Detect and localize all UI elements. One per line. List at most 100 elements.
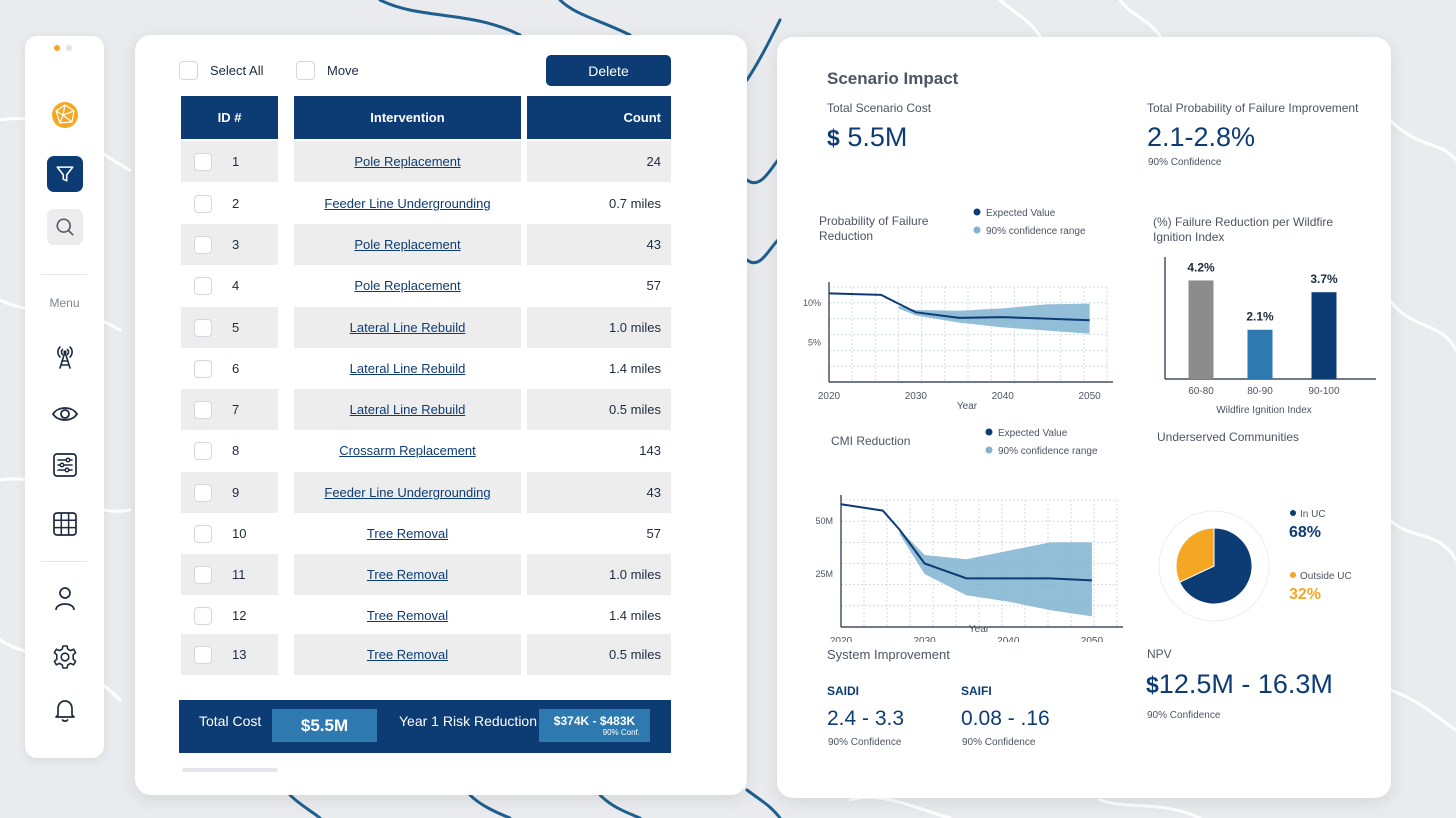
chart-title: CMI Reduction	[831, 434, 910, 448]
id-cell: 1	[181, 141, 278, 182]
table-row[interactable]: 8 Crossarm Replacement 143	[181, 430, 671, 471]
antenna-icon[interactable]	[47, 338, 83, 374]
pof-improvement-confidence: 90% Confidence	[1148, 157, 1222, 168]
column-header-id[interactable]: ID #	[181, 96, 278, 139]
move-control[interactable]: Move	[296, 61, 359, 80]
plot-area: In UC 68% Outside UC 32%	[1158, 509, 1352, 622]
saidi-label: SAIDI	[827, 684, 860, 698]
eye-icon[interactable]	[47, 396, 83, 432]
pie-slice	[1178, 527, 1253, 605]
filter-icon[interactable]	[47, 156, 83, 192]
legend-label: In UC	[1300, 509, 1326, 520]
confidence-band	[898, 303, 1090, 334]
table-row[interactable]: 11 Tree Removal 1.0 miles	[181, 554, 671, 595]
id-cell: 11	[181, 554, 278, 595]
row-checkbox[interactable]	[194, 152, 212, 171]
row-checkbox[interactable]	[194, 524, 212, 543]
id-cell: 5	[181, 307, 278, 348]
table-row[interactable]: 6 Lateral Line Rebuild 1.4 miles	[181, 348, 671, 389]
column-header-intervention[interactable]: Intervention	[294, 96, 521, 139]
sidebar-divider-2	[41, 561, 87, 562]
intervention-link[interactable]: Tree Removal	[366, 526, 449, 541]
count-cell: 24	[527, 141, 671, 182]
row-id: 8	[232, 443, 240, 458]
bell-icon[interactable]	[47, 692, 83, 728]
intervention-link[interactable]: Pole Replacement	[294, 141, 521, 182]
select-all-checkbox[interactable]	[179, 61, 198, 80]
saidi-confidence: 90% Confidence	[828, 737, 902, 748]
row-id: 3	[232, 237, 240, 252]
row-checkbox[interactable]	[194, 359, 212, 378]
horizontal-scrollbar[interactable]	[182, 768, 278, 772]
row-checkbox[interactable]	[194, 441, 212, 460]
intervention-link[interactable]: Feeder Line Undergrounding	[324, 196, 491, 211]
intervention-link[interactable]: Pole Replacement	[294, 224, 521, 265]
intervention-link[interactable]: Tree Removal	[294, 634, 521, 675]
table-row[interactable]: 10 Tree Removal 57	[181, 513, 671, 554]
table-row[interactable]: 5 Lateral Line Rebuild 1.0 miles	[181, 307, 671, 348]
row-id: 2	[232, 196, 240, 211]
system-improvement-label: System Improvement	[827, 647, 950, 662]
row-checkbox[interactable]	[194, 318, 212, 337]
chart-title-line-1: Probability of Failure Reduction	[819, 214, 929, 243]
sidebar: Menu	[25, 36, 104, 758]
count-cell: 0.5 miles	[527, 634, 671, 675]
id-cell: 2	[181, 183, 278, 224]
row-checkbox[interactable]	[194, 565, 212, 584]
total-scenario-cost-value: $ 5.5M	[827, 122, 907, 153]
legend-value: 68%	[1289, 524, 1321, 541]
y-tick-label: 10%	[803, 298, 821, 308]
total-cost-badge: $5.5M	[272, 709, 377, 742]
pof-improvement-value: 2.1-2.8%	[1147, 122, 1256, 152]
row-checkbox[interactable]	[194, 606, 212, 625]
table-row[interactable]: 2 Feeder Line Undergrounding 0.7 miles	[181, 183, 671, 224]
move-checkbox[interactable]	[296, 61, 315, 80]
table-row[interactable]: 7 Lateral Line Rebuild 0.5 miles	[181, 389, 671, 430]
move-label: Move	[327, 63, 359, 78]
intervention-link[interactable]: Pole Replacement	[354, 278, 461, 293]
grid-icon[interactable]	[47, 506, 83, 542]
x-axis-title: Year	[969, 624, 990, 635]
y-tick-label: 25M	[815, 569, 833, 579]
intervention-link[interactable]: Crossarm Replacement	[339, 443, 476, 458]
delete-button[interactable]: Delete	[546, 55, 671, 86]
expected-value-line	[828, 292, 1090, 322]
row-checkbox[interactable]	[194, 235, 212, 254]
intervention-link[interactable]: Lateral Line Rebuild	[294, 307, 521, 348]
intervention-link[interactable]: Feeder Line Undergrounding	[294, 472, 521, 513]
row-checkbox[interactable]	[194, 400, 212, 419]
saifi-label: SAIFI	[961, 684, 992, 698]
count-cell: 1.0 miles	[527, 554, 671, 595]
sliders-icon[interactable]	[47, 447, 83, 483]
window-dot-orange[interactable]	[54, 45, 60, 51]
intervention-link[interactable]: Tree Removal	[294, 554, 521, 595]
row-checkbox[interactable]	[194, 645, 212, 664]
logo-icon[interactable]	[47, 97, 83, 133]
table-row[interactable]: 1 Pole Replacement 24	[181, 141, 671, 182]
search-icon[interactable]	[47, 209, 83, 245]
column-header-count[interactable]: Count	[527, 96, 671, 139]
gear-icon[interactable]	[47, 639, 83, 675]
table-row[interactable]: 13 Tree Removal 0.5 miles	[181, 634, 671, 675]
risk-reduction-badge: $374K - $483K 90% Conf.	[539, 709, 650, 742]
id-cell: 13	[181, 634, 278, 675]
npv-value: $12.5M - 16.3M	[1146, 669, 1333, 700]
intervention-link[interactable]: Lateral Line Rebuild	[294, 389, 521, 430]
table-row[interactable]: 4 Pole Replacement 57	[181, 265, 671, 306]
row-checkbox[interactable]	[194, 194, 212, 213]
select-all-control[interactable]: Select All	[179, 61, 263, 80]
intervention-link[interactable]: Lateral Line Rebuild	[349, 361, 466, 376]
npv-label: NPV	[1147, 647, 1172, 661]
user-icon[interactable]	[47, 580, 83, 616]
row-checkbox[interactable]	[194, 276, 212, 295]
count-cell: 43	[527, 224, 671, 265]
legend-marker-expected	[973, 208, 981, 216]
row-id: 13	[232, 647, 247, 662]
window-dot-gray[interactable]	[66, 45, 72, 51]
table-row[interactable]: 3 Pole Replacement 43	[181, 224, 671, 265]
legend-range: 90% confidence range	[986, 226, 1086, 237]
table-row[interactable]: 12 Tree Removal 1.4 miles	[181, 595, 671, 636]
row-checkbox[interactable]	[194, 483, 212, 502]
intervention-link[interactable]: Tree Removal	[366, 608, 449, 623]
table-row[interactable]: 9 Feeder Line Undergrounding 43	[181, 472, 671, 513]
